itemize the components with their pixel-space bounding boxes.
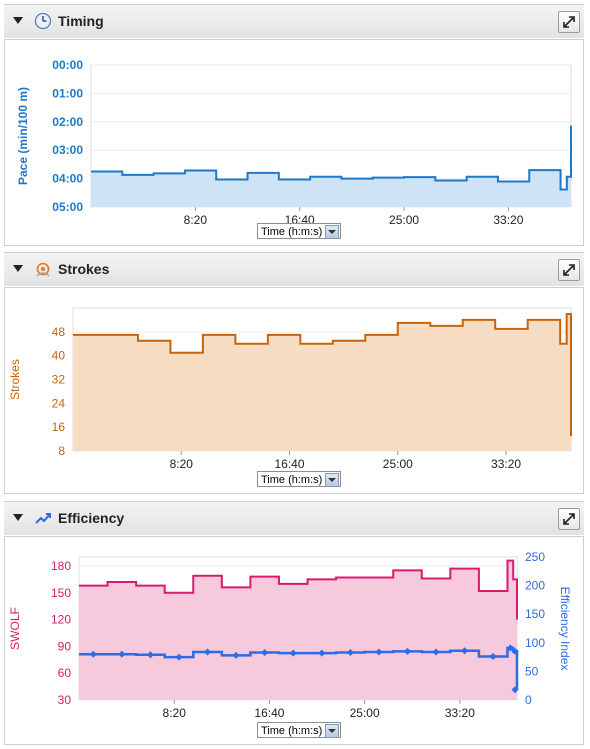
x-tick-label: 33:20 [491,457,521,471]
x-tick-label: 25:00 [350,706,380,720]
x-tick-label: 25:00 [389,213,419,227]
y-tick-label: 60 [58,666,72,680]
strokes-panel-title: Strokes [58,261,110,277]
x-tick-label: 33:20 [493,213,523,227]
data-point [118,650,126,658]
efficiency-chart: 8:20 16:40 25:00 33:20 30 60 90 120 150 180 SWOLF 0… [8,550,572,720]
expand-icon[interactable] [558,508,580,530]
data-point [146,651,154,659]
x-axis-unit-select[interactable]: Time (h:m:s) [257,471,341,487]
data-point [461,647,469,655]
series-line-strokes [73,312,572,437]
expand-icon[interactable] [558,11,580,33]
y-axis-label: SWOLF [8,607,22,650]
x-tick-label: 25:00 [383,457,413,471]
series-area-pace [91,125,571,207]
y2-tick-label: 100 [525,636,545,650]
efficiency-panel-title: Efficiency [58,510,125,526]
y-axis-label: Strokes [8,359,22,400]
y-tick-label: 180 [51,559,71,573]
y-tick-label: 24 [52,396,66,410]
x-tick-label: 16:40 [254,706,284,720]
series-line-swolf [79,559,518,620]
data-point [511,647,519,655]
timing-panel-header[interactable]: Timing [4,4,584,38]
collapse-caret-icon[interactable] [13,514,23,521]
strokes-chart-area: 8:20 16:40 25:00 33:20 8 16 24 32 40 48 Strokes Ti… [4,287,584,494]
x-tick-label: 8:20 [163,706,187,720]
expand-icon[interactable] [558,259,580,281]
data-point [261,649,269,657]
y-tick-label: 40 [52,349,66,363]
collapse-caret-icon[interactable] [13,265,23,272]
strokes-icon [36,262,50,277]
timing-panel-title: Timing [58,13,104,29]
strokes-chart: 8:20 16:40 25:00 33:20 8 16 24 32 40 48 Strokes [8,307,572,471]
chevron-down-icon[interactable] [325,724,339,738]
efficiency-chart-area: 8:20 16:40 25:00 33:20 30 60 90 120 150 180 SWOLF 0… [4,536,584,745]
efficiency-icon [35,513,51,524]
x-axis-unit-value: Time (h:m:s) [261,474,323,486]
y-tick-label: 90 [58,639,72,653]
y-tick-label: 02:00 [52,115,83,129]
y2-tick-label: 200 [525,579,545,593]
x-tick-label: 8:20 [184,213,208,227]
timing-chart: 8:20 16:40 25:00 33:2000:0001:0002:0003:000… [16,58,572,227]
x-tick-label: 8:20 [170,457,194,471]
strokes-panel-header[interactable]: Strokes [4,252,584,286]
chevron-down-icon[interactable] [325,473,339,487]
y2-tick-label: 50 [525,664,539,678]
y2-tick-label: 150 [525,607,545,621]
x-axis-unit-select[interactable]: Time (h:m:s) [257,223,341,239]
data-point [289,649,297,657]
y-tick-label: 32 [52,373,66,387]
data-point [346,649,354,657]
data-point [375,648,383,656]
y-tick-label: 03:00 [52,143,83,157]
chevron-down-icon[interactable] [325,225,339,239]
collapse-caret-icon[interactable] [13,17,23,24]
series-area-swolf [79,560,517,700]
data-point [232,651,240,659]
efficiency-panel-header[interactable]: Efficiency [4,501,584,535]
data-point [318,649,326,657]
series-area-strokes [73,313,571,451]
y2-tick-label: 0 [525,693,532,707]
data-point [511,686,519,694]
data-point [204,648,212,656]
x-axis-unit-value: Time (h:m:s) [261,226,323,238]
data-point [175,653,183,661]
y-tick-label: 00:00 [52,58,83,72]
series-line-pace [91,125,572,191]
y-tick-label: 30 [58,693,72,707]
data-point [404,647,411,655]
y-tick-label: 150 [51,586,71,600]
data-point [89,650,97,658]
y2-tick-label: 250 [525,550,545,564]
y2-axis-label: Efficiency Index [558,587,572,671]
y-tick-label: 01:00 [52,86,83,100]
clock-icon [34,12,52,30]
x-tick-label: 16:40 [275,457,305,471]
x-axis-unit-value: Time (h:m:s) [261,725,323,737]
timing-chart-area: 8:20 16:40 25:00 33:20 00:00 01:00 02:00 03:00 0… [4,39,584,246]
x-tick-label: 33:20 [445,706,475,720]
x-axis-unit-select[interactable]: Time (h:m:s) [257,722,341,738]
y-tick-label: 48 [52,325,66,339]
y-axis-label: Pace (min/100 m) [16,87,30,185]
y-tick-label: 05:00 [52,200,83,214]
data-point [432,648,440,656]
series-line-efficiency-index [79,646,519,690]
data-point [489,653,497,661]
y-tick-label: 04:00 [52,172,83,186]
data-point [506,644,514,652]
y-tick-label: 8 [58,444,65,458]
y-tick-label: 120 [51,613,71,627]
y-tick-label: 16 [52,420,66,434]
